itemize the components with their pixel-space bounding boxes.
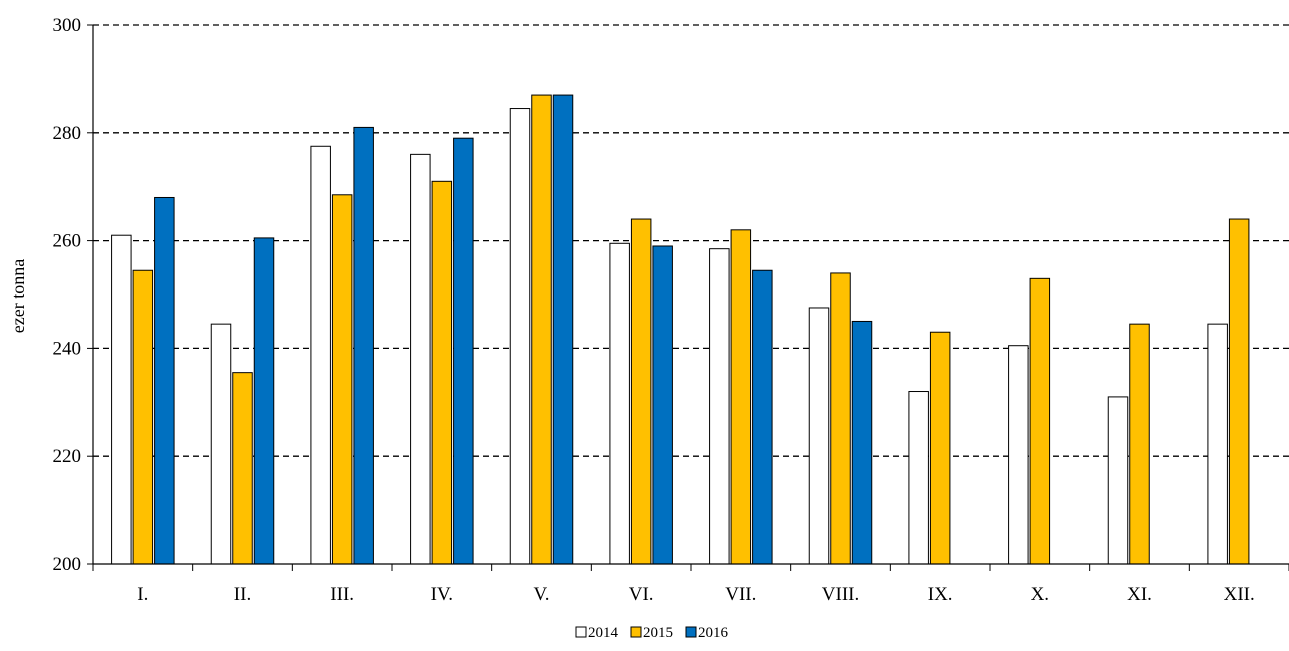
- bar-2015-9: [929, 331, 951, 565]
- x-tick-label: VII.: [725, 584, 756, 605]
- bar-2014-4: [410, 153, 431, 565]
- legend-swatch-2014: [575, 626, 587, 638]
- bar-2014-12: [1207, 323, 1228, 565]
- x-tick-label: VIII.: [822, 584, 859, 605]
- x-tick-label: V.: [533, 584, 549, 605]
- bar-2014-2: [210, 323, 232, 565]
- x-tick-label: VI.: [629, 584, 654, 605]
- y-tick-label: 260: [53, 231, 82, 252]
- bar-2015-10: [1029, 277, 1051, 565]
- bars: [111, 94, 1250, 565]
- bar-2014-7: [709, 248, 730, 565]
- x-tick-label: XI.: [1127, 584, 1152, 605]
- bar-2015-2: [232, 372, 253, 565]
- x-tick-label: X.: [1031, 584, 1049, 605]
- y-tick-label: 200: [53, 554, 82, 575]
- bar-2015-6: [630, 218, 652, 565]
- y-tick-label: 280: [53, 123, 82, 144]
- bar-2014-6: [609, 242, 630, 565]
- legend: 2014 2015 2016: [575, 625, 729, 641]
- bar-2014-8: [808, 307, 830, 565]
- bar-2015-12: [1228, 218, 1250, 565]
- bar-2016-8: [851, 320, 873, 565]
- x-tick-label: IX.: [928, 584, 953, 605]
- legend-label-2014: 2014: [588, 625, 619, 641]
- bar-2015-8: [830, 272, 851, 565]
- x-tick-label: I.: [137, 584, 148, 605]
- bar-2016-7: [752, 269, 773, 565]
- x-tick-label: III.: [330, 584, 354, 605]
- bar-2014-3: [310, 145, 331, 565]
- bar-2015-11: [1129, 323, 1150, 565]
- bar-2015-5: [531, 94, 552, 565]
- bar-2016-2: [253, 237, 275, 565]
- legend-swatch-2015: [630, 626, 642, 638]
- x-tick-label: IV.: [431, 584, 453, 605]
- bar-2014-11: [1107, 396, 1129, 565]
- bar-2015-4: [431, 180, 453, 565]
- bar-2015-7: [730, 229, 752, 565]
- bar-2014-1: [111, 234, 132, 565]
- x-tick-labels: I. II. III. IV. V. VI. VII. VIII. IX. X. XI. XII.: [137, 584, 1254, 605]
- bar-2016-6: [652, 245, 673, 565]
- y-tick-labels: 200 220 240 260 280 300: [53, 15, 93, 575]
- axes: [92, 25, 1289, 571]
- y-axis-title: ezer tonna: [8, 259, 28, 333]
- bar-2016-3: [353, 126, 374, 565]
- bar-2015-1: [132, 269, 154, 565]
- legend-label-2016: 2016: [698, 625, 729, 641]
- bar-2015-3: [331, 194, 353, 565]
- bar-2016-4: [453, 137, 474, 565]
- bar-2016-1: [154, 196, 175, 565]
- bar-2014-9: [908, 391, 929, 565]
- legend-swatch-2016: [685, 626, 697, 638]
- legend-label-2015: 2015: [643, 625, 673, 641]
- bar-2014-10: [1008, 345, 1029, 565]
- x-tick-label: II.: [234, 584, 251, 605]
- y-tick-label: 220: [53, 446, 82, 467]
- x-tick-label: XII.: [1224, 584, 1255, 605]
- bar-2014-5: [509, 108, 531, 565]
- y-tick-label: 240: [53, 338, 82, 359]
- y-tick-label: 300: [53, 15, 82, 36]
- bar-2016-5: [552, 94, 574, 565]
